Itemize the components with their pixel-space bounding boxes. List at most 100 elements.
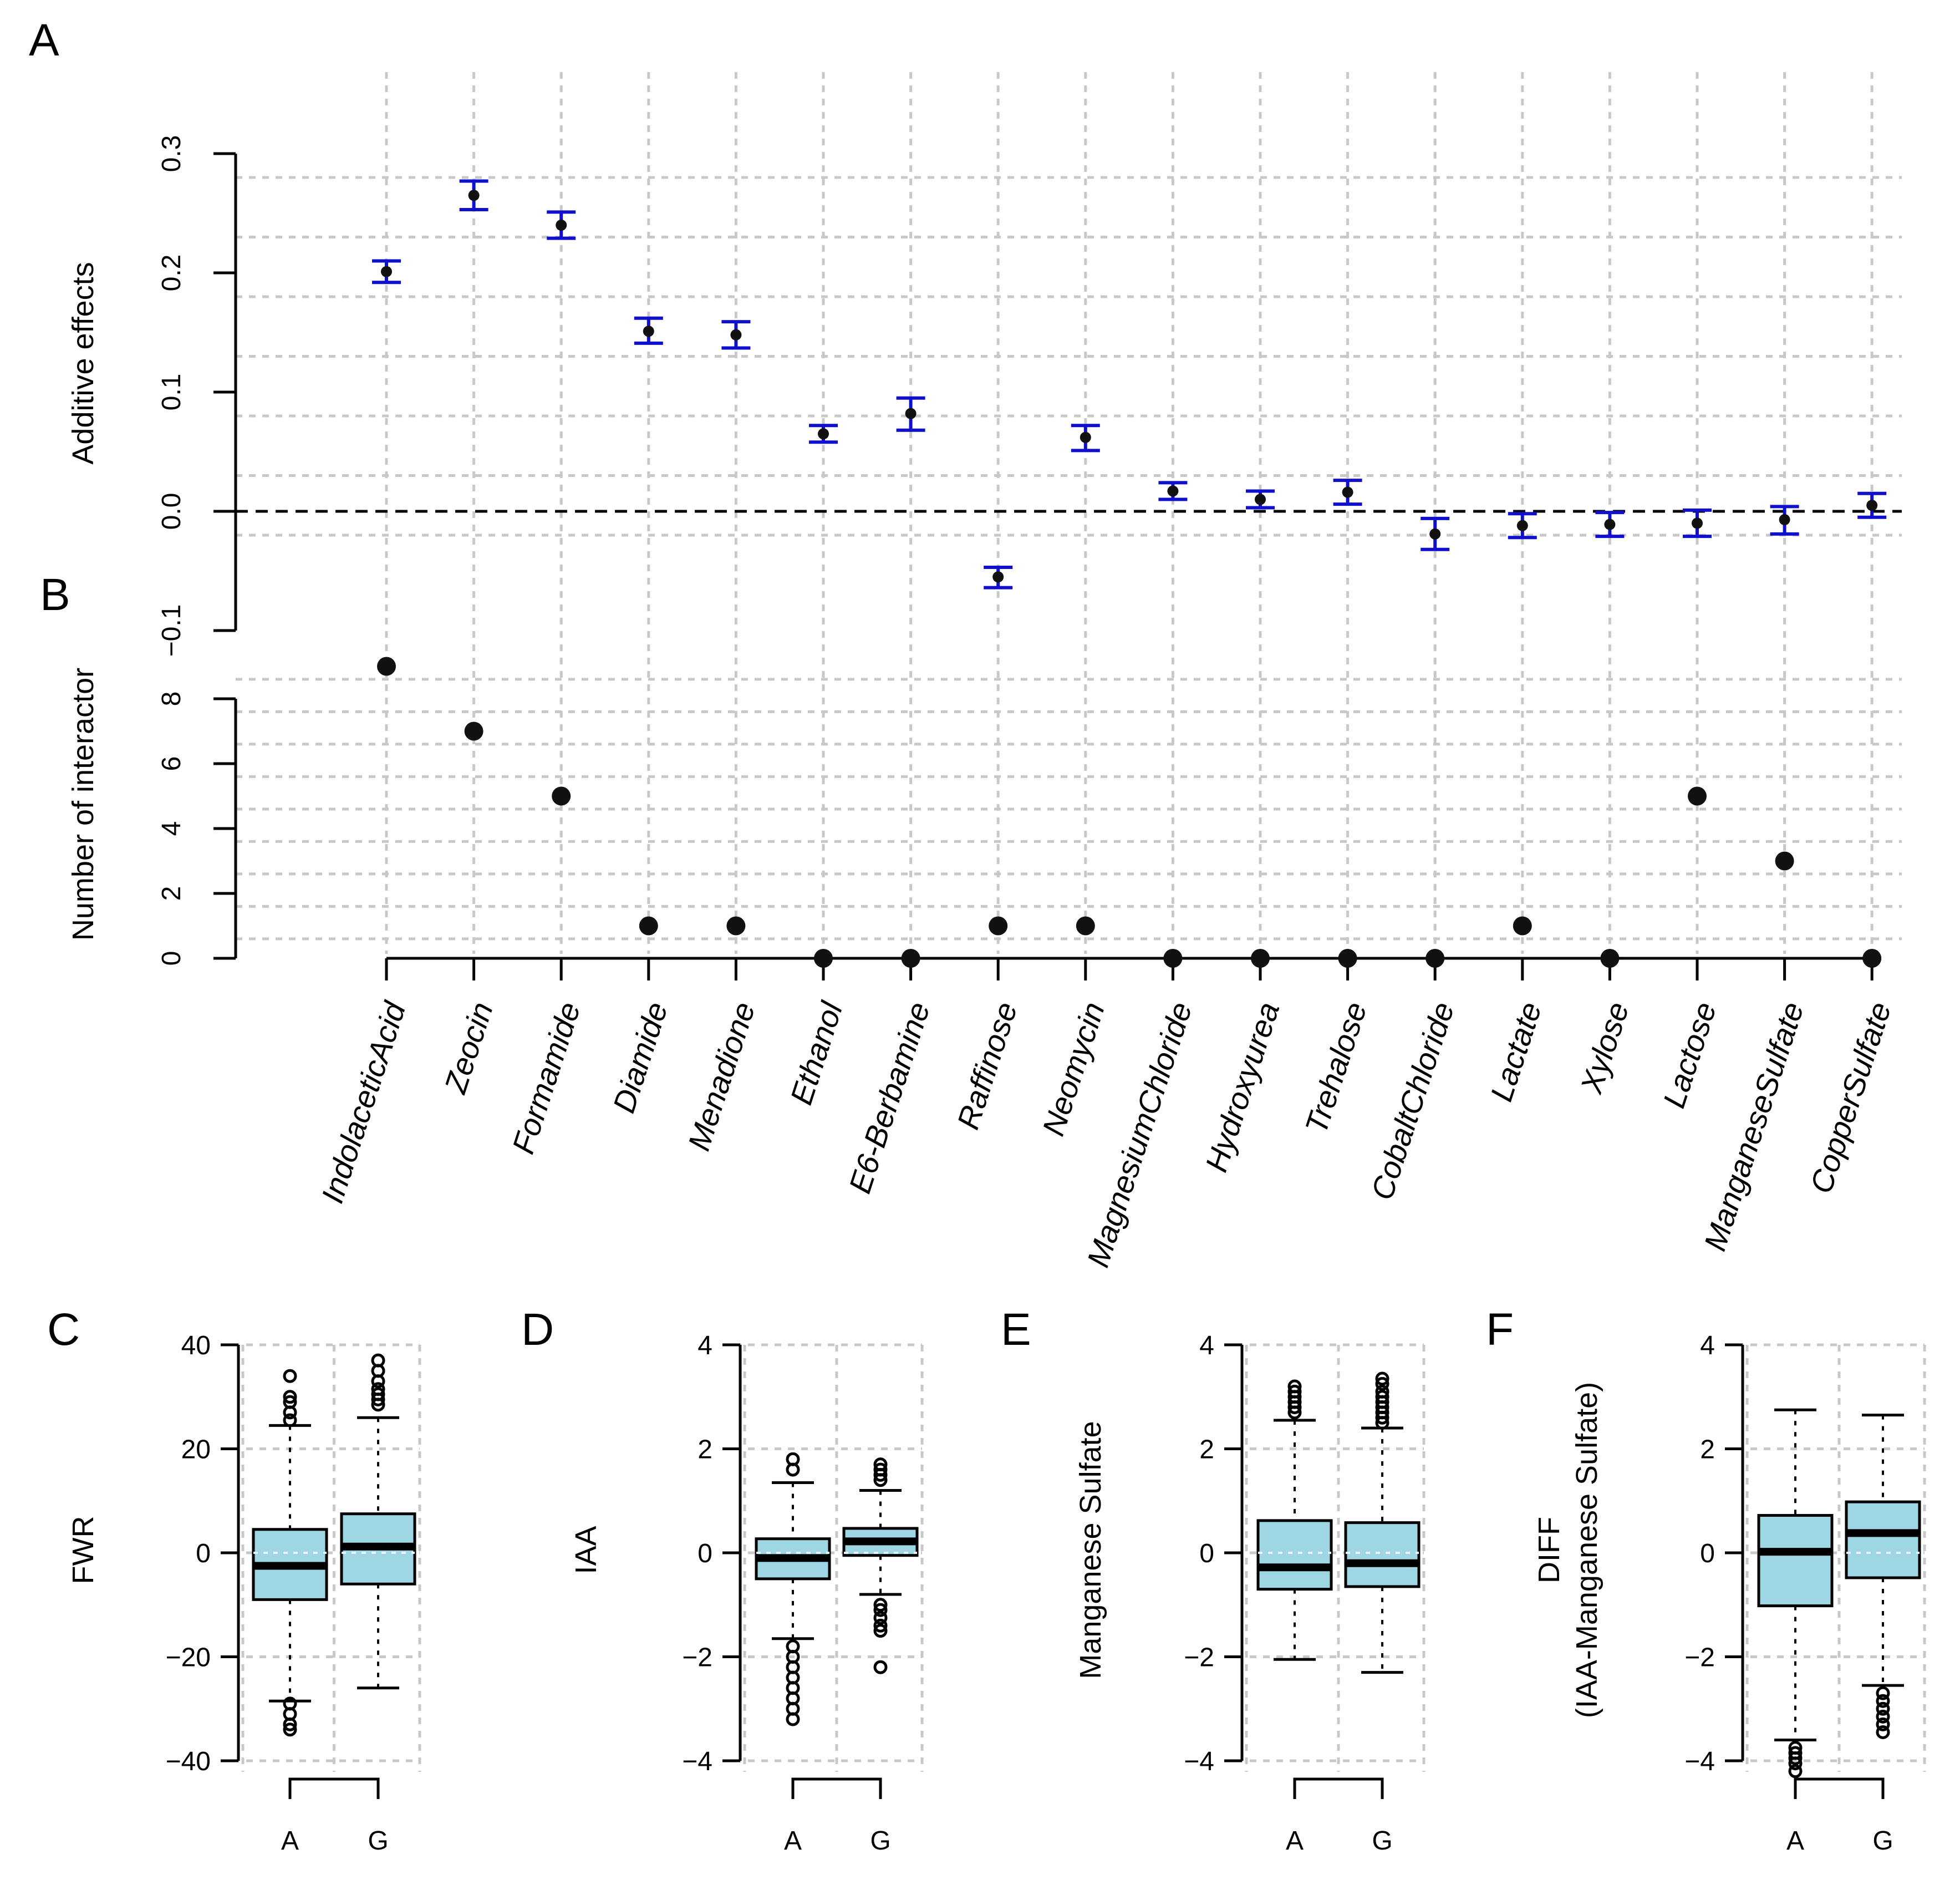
panel-a-y-tick-label: 0.3 xyxy=(157,135,186,172)
panel-d-x-axis xyxy=(791,1777,882,1799)
panel-b-y-tick-label: 6 xyxy=(157,756,186,771)
category-label-Neomycin: Neomycin xyxy=(1035,998,1111,1140)
panel-c-y-tick-label: −40 xyxy=(166,1747,211,1776)
panel-f-y-tick-label: −4 xyxy=(1684,1747,1715,1776)
panel-f-outlier-G xyxy=(1876,1686,1890,1700)
effect-point-Trehalose xyxy=(1342,486,1353,498)
panel-e-x-axis xyxy=(1293,1777,1384,1799)
panel-e-box-G xyxy=(1344,1521,1421,1588)
category-label-Lactose: Lactose xyxy=(1656,998,1723,1112)
panel-f-outlier-A xyxy=(1788,1764,1803,1779)
panel-c-ylabel: FWR xyxy=(67,1516,100,1584)
effect-point-Xylose xyxy=(1604,519,1616,530)
panel-e-outlier-G xyxy=(1375,1410,1389,1425)
effect-point-Menadione xyxy=(730,329,742,341)
panel-c-outlier-G xyxy=(371,1398,385,1412)
panel-d-outlier-G xyxy=(873,1660,888,1674)
category-label-Hydroxyurea: Hydroxyurea xyxy=(1198,998,1286,1176)
effect-point-Ethanol xyxy=(818,428,829,440)
panel-b-y-tick-label: 4 xyxy=(157,821,186,836)
effect-point-Lactate xyxy=(1516,520,1528,531)
panel-d-y-tick-label: 4 xyxy=(698,1331,712,1360)
interactor-point-ManganeseSulfate xyxy=(1775,851,1794,871)
category-label-ManganeseSulfate: ManganeseSulfate xyxy=(1697,998,1810,1255)
category-label-IndolaceticAcid: IndolaceticAcid xyxy=(314,997,413,1207)
panel-c-y-tick-label: 0 xyxy=(196,1539,211,1568)
panel-c-x-label-A: A xyxy=(281,1826,299,1856)
interactor-point-IndolaceticAcid xyxy=(377,657,396,676)
panel-e-box-A xyxy=(1256,1519,1333,1591)
panel-c-x-axis xyxy=(288,1777,380,1799)
panel-e-y-tick-label: −4 xyxy=(1184,1747,1214,1776)
interactor-point-Lactose xyxy=(1688,786,1707,806)
effect-point-E6-Berbamine xyxy=(905,408,917,419)
panel-d-outlier-G xyxy=(873,1624,888,1638)
panel-c-outlier-G xyxy=(371,1392,385,1406)
interactor-point-Xylose xyxy=(1600,949,1620,968)
panel-f-outlier-A xyxy=(1788,1751,1803,1765)
panel-d-outlier-G xyxy=(873,1598,888,1612)
panel-label-f: F xyxy=(1486,1304,1514,1355)
category-label-Ethanol: Ethanol xyxy=(783,997,849,1109)
panel-f-x-axis xyxy=(1794,1777,1885,1799)
panel-d-outlier-G xyxy=(873,1467,888,1482)
effect-point-Raffinose xyxy=(992,571,1004,583)
panel-c-outlier-A xyxy=(283,1369,297,1383)
panel-c-x-label-G: G xyxy=(368,1826,388,1856)
panel-f-y-tick-label: 4 xyxy=(1700,1331,1715,1360)
panel-c-outlier-A xyxy=(283,1413,297,1427)
panel-label-e: E xyxy=(1001,1304,1031,1355)
category-label-Diamide: Diamide xyxy=(606,998,674,1117)
effect-point-IndolaceticAcid xyxy=(381,266,392,277)
panel-f-outlier-G xyxy=(1876,1725,1890,1739)
category-label-CobaltChloride: CobaltChloride xyxy=(1364,998,1460,1204)
panel-c-outlier-A xyxy=(283,1390,297,1404)
panel-f-outlier-G xyxy=(1876,1709,1890,1724)
panel-f-y-tick-label: 0 xyxy=(1700,1539,1715,1568)
panel-d-y-tick-label: −2 xyxy=(682,1643,712,1673)
category-label-E6-Berbamine: E6-Berbamine xyxy=(842,998,936,1197)
panel-c-y-tick-label: −20 xyxy=(166,1643,211,1673)
effect-point-Formamide xyxy=(556,220,567,231)
panel-d-outlier-A xyxy=(786,1712,800,1726)
panel-b-y-tick-label: 8 xyxy=(157,692,186,707)
panel-c-y-tick-label: 20 xyxy=(181,1435,211,1465)
effect-point-Hydroxyurea xyxy=(1255,494,1266,505)
panel-d-y-tick-label: 2 xyxy=(698,1435,712,1465)
interactor-point-CobaltChloride xyxy=(1426,949,1445,968)
panel-f-outlier-A xyxy=(1788,1756,1803,1771)
panel-e-x-label-A: A xyxy=(1286,1826,1304,1856)
panel-label-d: D xyxy=(521,1304,554,1355)
panel-c-outlier-A xyxy=(283,1717,297,1731)
effect-point-ManganeseSulfate xyxy=(1779,514,1790,526)
panel-e-outlier-G xyxy=(1375,1416,1389,1430)
panel-f-box-A xyxy=(1757,1514,1834,1608)
interactor-point-Formamide xyxy=(552,786,571,806)
panel-a-ylabel: Additive effects xyxy=(67,262,100,464)
interactor-point-Raffinose xyxy=(989,916,1008,936)
panel-e-y-tick-label: 0 xyxy=(1199,1539,1214,1568)
panel-e-y-tick-label: 2 xyxy=(1199,1435,1214,1465)
panel-f-outlier-G xyxy=(1876,1717,1890,1731)
interactor-point-Neomycin xyxy=(1076,916,1095,936)
panel-b-y-tick-label: 2 xyxy=(157,886,186,901)
panel-e-y-tick-label: 4 xyxy=(1199,1331,1214,1360)
panel-c-outlier-G xyxy=(371,1374,385,1389)
category-label-CopperSulfate: CopperSulfate xyxy=(1803,998,1898,1197)
panel-e-x-label-G: G xyxy=(1372,1826,1392,1856)
panel-e-outlier-A xyxy=(1287,1400,1302,1414)
panel-f-outlier-G xyxy=(1876,1701,1890,1716)
panel-f-y-tick-label: 2 xyxy=(1700,1435,1715,1465)
panel-e-outlier-A xyxy=(1287,1405,1302,1420)
panel-c-outlier-A xyxy=(283,1723,297,1737)
interactor-point-MagnesiumChloride xyxy=(1163,949,1183,968)
panel-d-x-label-A: A xyxy=(784,1826,802,1856)
category-label-Formamide: Formamide xyxy=(505,998,587,1158)
panel-d-outlier-A xyxy=(786,1462,800,1477)
panel-a-y-tick-label: 0.0 xyxy=(157,493,186,530)
interactor-point-Menadione xyxy=(726,916,746,936)
panel-f-ylabel-2: (IAA-Manganese Sulfate) xyxy=(1570,1382,1603,1718)
panel-f-box-G xyxy=(1845,1500,1921,1579)
